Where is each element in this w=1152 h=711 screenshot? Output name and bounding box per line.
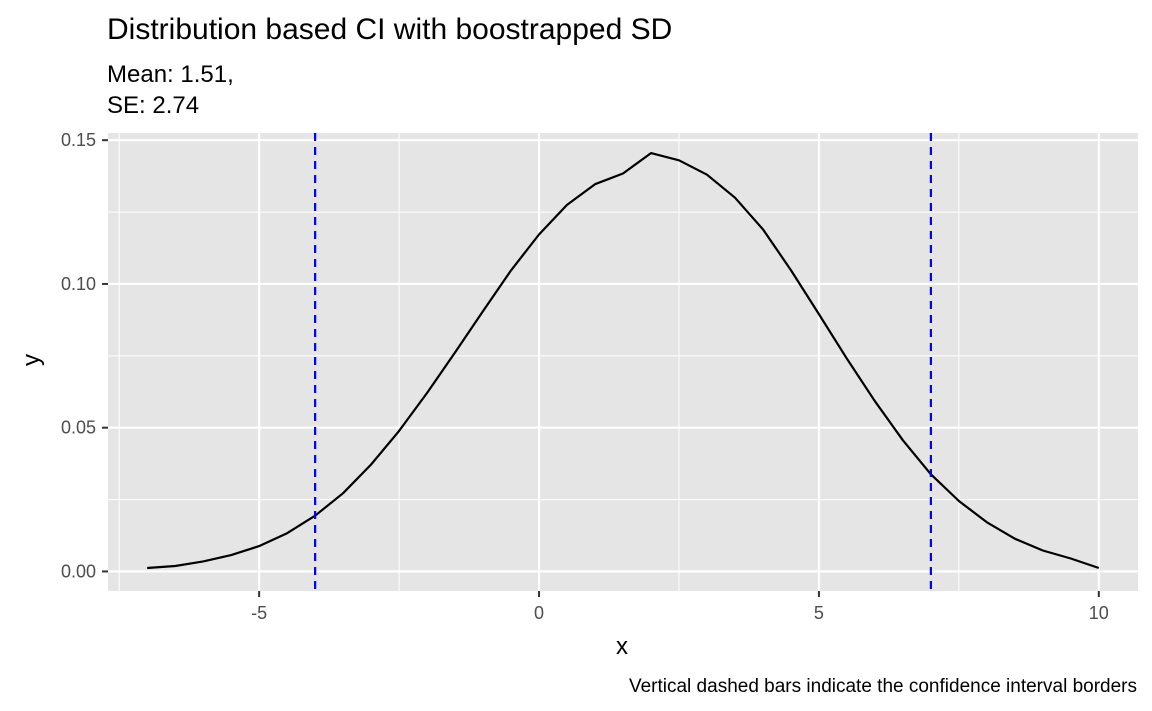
y-tick-label-1: 0.05: [61, 418, 96, 438]
x-tick-label-3: 10: [1089, 603, 1109, 623]
chart-subtitle-se: SE: 2.74: [107, 92, 199, 119]
plot-panel: [108, 133, 1138, 591]
axes: -5 0 5 10 0.00 0.05 0.10 0.15: [61, 130, 1109, 623]
chart-subtitle-mean: Mean: 1.51,: [107, 61, 234, 88]
ci-lines: [314, 133, 932, 591]
x-tick-label-0: -5: [251, 603, 267, 623]
series-layer: [147, 152, 1100, 570]
y-tick-label-3: 0.15: [61, 130, 96, 150]
x-axis-title: x: [616, 633, 628, 660]
panel-background: [108, 133, 1138, 591]
density-curve-0: [147, 152, 1100, 570]
x-tick-label-1: 0: [534, 603, 544, 623]
chart-caption: Vertical dashed bars indicate the confid…: [629, 676, 1137, 697]
grid-lines: [108, 133, 1138, 591]
x-tick-label-2: 5: [814, 603, 824, 623]
chart-title: Distribution based CI with boostrapped S…: [107, 13, 672, 46]
y-axis-title: y: [18, 354, 45, 366]
y-tick-label-2: 0.10: [61, 274, 96, 294]
y-tick-label-0: 0.00: [61, 561, 96, 581]
